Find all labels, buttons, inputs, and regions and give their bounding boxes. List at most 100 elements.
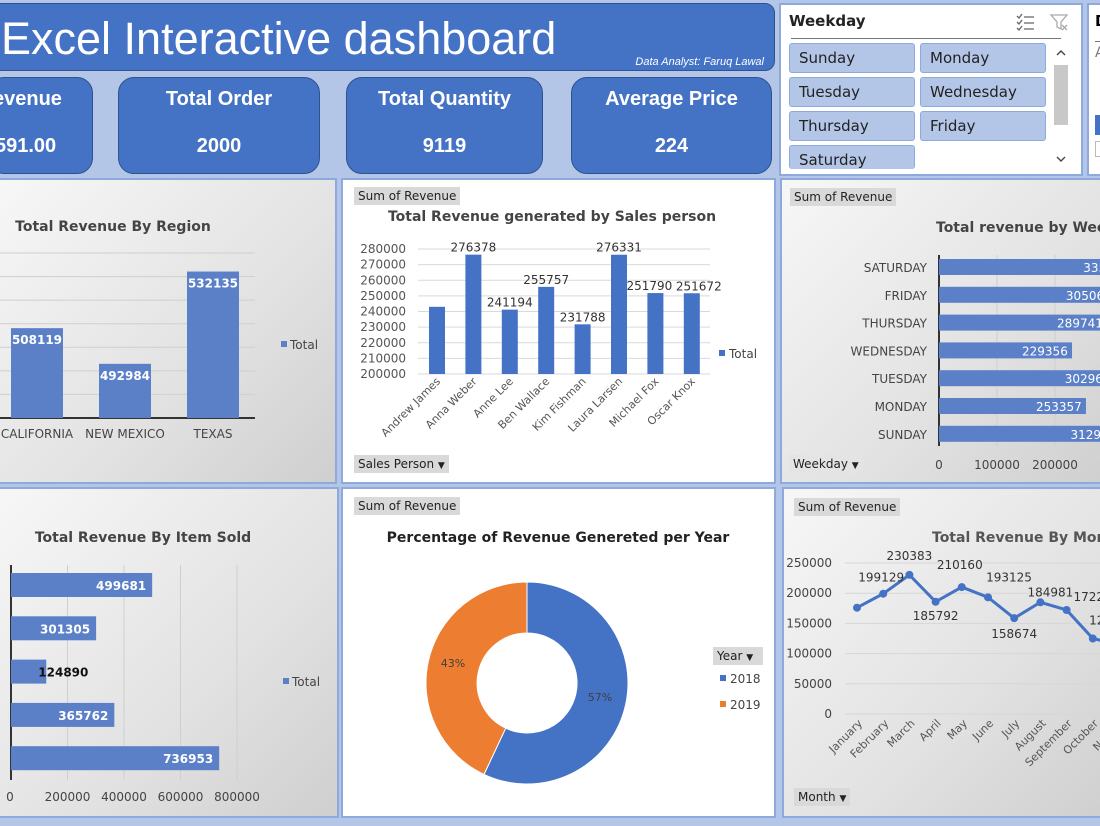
second-slicer: D A <box>1087 3 1100 176</box>
data-label: 365762 <box>58 709 108 723</box>
kpi-card-average-price: Average Price 224 <box>571 77 772 174</box>
button-label: Month <box>798 790 836 804</box>
button-label: Year <box>717 649 743 663</box>
x-tick-label: April <box>917 717 944 744</box>
sum-of-revenue-button[interactable]: Sum of Revenue <box>354 187 461 205</box>
slicer-item-friday[interactable]: Friday <box>920 111 1046 141</box>
data-point <box>853 603 861 612</box>
slicer-item-monday[interactable]: Monday <box>920 43 1046 73</box>
y-tick-label: WEDNESDAY <box>851 344 928 358</box>
bar <box>99 363 151 418</box>
bar <box>429 306 445 374</box>
x-tick-label: 600000 <box>158 790 204 804</box>
y-tick-label: 260000 <box>360 273 406 287</box>
bar <box>647 293 664 374</box>
data-label: 251790 <box>626 279 672 293</box>
bar <box>574 324 591 374</box>
slicer-scrollbar[interactable] <box>1053 43 1069 173</box>
slicer-item-thursday[interactable]: Thursday <box>789 111 915 141</box>
bar <box>683 293 700 374</box>
x-tick-label: NEW MEXICO <box>85 427 165 441</box>
slicer-checkbox[interactable] <box>1095 141 1100 157</box>
legend-swatch <box>283 678 289 684</box>
data-label: 335 <box>1083 261 1100 275</box>
y-tick-label: TUESDAY <box>871 372 928 386</box>
legend-label: Total <box>728 347 757 361</box>
legend-label: Total <box>291 675 320 689</box>
button-label: Sales Person <box>358 457 435 471</box>
legend-label: Total <box>289 338 318 352</box>
bar <box>501 309 518 374</box>
slicer-item-wednesday[interactable]: Wednesday <box>920 77 1046 107</box>
slicer-divider <box>791 38 1061 39</box>
data-label: 57% <box>588 691 612 704</box>
legend-swatch <box>719 350 725 356</box>
slicer-item-saturday[interactable]: Saturday <box>789 145 915 169</box>
bar <box>939 398 1086 414</box>
data-point <box>984 593 992 602</box>
sum-of-revenue-button[interactable]: Sum of Revenue <box>354 497 461 515</box>
y-tick-label: 220000 <box>360 336 406 350</box>
sales-person-filter-button[interactable]: Sales Person ▼ <box>354 455 449 473</box>
kpi-value: 224 <box>654 135 689 157</box>
data-label: 276331 <box>596 241 642 255</box>
sum-of-revenue-button[interactable]: Sum of Revenue <box>790 188 897 206</box>
year-filter-button[interactable]: Year ▼ <box>713 647 763 665</box>
data-label: 124890 <box>38 666 88 680</box>
slicer-item[interactable]: A <box>1095 45 1100 61</box>
y-tick-label: 230000 <box>360 320 406 334</box>
y-tick-label: 240000 <box>360 305 406 319</box>
data-point <box>957 583 966 592</box>
data-label: 184981 <box>1027 585 1073 599</box>
donut-slice-2019 <box>425 581 528 776</box>
y-tick-label: 250000 <box>786 556 832 570</box>
y-tick-label: FRIDAY <box>885 289 928 303</box>
x-tick-label: 100000 <box>974 458 1020 472</box>
slicer-timeline-bar[interactable] <box>1095 115 1100 135</box>
kpi-value: 2000 <box>196 135 242 157</box>
x-tick-label: 400000 <box>101 790 147 804</box>
legend-swatch <box>720 675 726 681</box>
multi-select-icon[interactable] <box>1015 13 1035 31</box>
c0-group: Total Revenue By Region 508119 CALIFORNIA 4… <box>0 219 318 441</box>
bar <box>11 616 97 641</box>
data-label: 230383 <box>886 549 932 563</box>
bar <box>939 370 1100 387</box>
bar <box>939 425 1100 442</box>
bar <box>611 254 627 374</box>
legend-label: 2019 <box>730 698 761 712</box>
slicer-title: D <box>1095 12 1100 30</box>
weekday-slicer: Weekday Sunday Monday Tuesday Wednesday … <box>779 3 1083 176</box>
data-point <box>1010 614 1019 623</box>
data-point <box>931 597 940 606</box>
kpi-card-total-quantity: Total Quantity 9119 <box>346 77 543 174</box>
data-label: 736953 <box>163 752 213 766</box>
data-label: 229356 <box>1022 344 1068 358</box>
y-tick-label: 150000 <box>786 616 832 630</box>
data-label: 210160 <box>937 558 983 572</box>
sum-of-revenue-button[interactable]: Sum of Revenue <box>794 498 901 516</box>
data-label: 492984 <box>100 369 150 383</box>
data-label: 185792 <box>913 609 959 623</box>
data-point <box>905 570 914 579</box>
data-label: 276378 <box>450 241 496 255</box>
slicer-item-tuesday[interactable]: Tuesday <box>789 77 915 107</box>
bar <box>939 314 1100 331</box>
c5-group: Total Revenue By Month 250000 200000 150000… <box>786 530 1100 769</box>
month-filter-button[interactable]: Month ▼ <box>794 788 851 806</box>
x-tick-label: CALIFORNIA <box>1 427 74 441</box>
y-tick-label: 50000 <box>794 677 832 691</box>
kpi-label: Total Quantity <box>378 88 511 110</box>
y-tick-label: 100000 <box>786 647 832 661</box>
data-label: 532135 <box>188 277 238 291</box>
data-label: 289741 <box>1057 317 1100 331</box>
clear-filter-icon[interactable] <box>1049 12 1069 32</box>
kpi-label: Total Order <box>165 88 273 110</box>
bar <box>11 746 220 771</box>
weekday-filter-button[interactable]: Weekday ▼ <box>789 455 863 473</box>
bar <box>11 573 153 597</box>
bar <box>939 259 1100 275</box>
kpi-label: Average Price <box>605 88 738 110</box>
slicer-item-sunday[interactable]: Sunday <box>789 43 915 73</box>
